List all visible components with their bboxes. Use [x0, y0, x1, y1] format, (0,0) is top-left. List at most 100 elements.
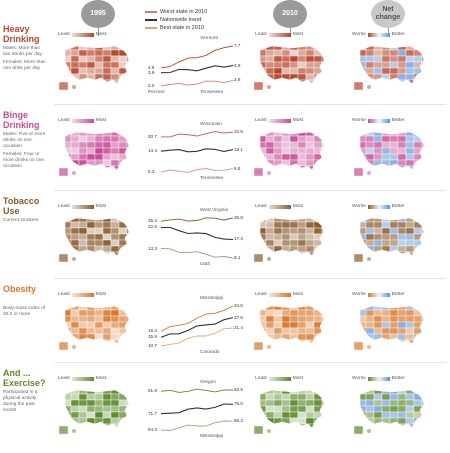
map-2010 — [252, 126, 327, 178]
row-description-line: Body-mass index of 30.0 or more — [3, 306, 46, 317]
legend-nationwide-swatch — [145, 19, 157, 21]
trend-start-value: 25.4 — [148, 218, 157, 224]
map-1995-scale-high: Most — [95, 292, 107, 297]
trend-legend: Worst state in 2010 Nationwide trend Bes… — [145, 8, 255, 32]
map-net-change — [352, 40, 427, 92]
map-1995-scale-high: Most — [95, 32, 107, 37]
map-2010-scale: Least Most — [255, 376, 303, 381]
map-net-change — [352, 212, 427, 264]
legend-worst: Worst state in 2010 — [145, 8, 255, 16]
map-1995 — [57, 126, 132, 178]
map-net-scale-high: Better — [391, 376, 405, 381]
trend-end-value: 82.5 — [234, 387, 243, 392]
row-description: Current smokers — [3, 218, 48, 226]
trend-end-value: 2.8 — [234, 77, 241, 83]
map-net-scale: Worse Better — [352, 32, 405, 37]
map-net-change — [352, 126, 427, 178]
trend-end-value: 26.8 — [234, 215, 243, 220]
worst-state-name: Wisconsin — [200, 122, 222, 127]
trend-end-value: 21.4 — [234, 325, 243, 331]
best-state-name: Colorado — [200, 350, 220, 355]
map-2010-scale-bar — [268, 376, 291, 381]
map-2010-scale-high: Most — [292, 32, 304, 37]
best-state-line — [160, 248, 234, 259]
map-1995-scale-low: Least — [58, 204, 70, 209]
trend-end-value: 34.5 — [234, 303, 243, 308]
trend-end-value: 27.6 — [234, 314, 243, 320]
trend-end-value: 9.1 — [234, 255, 241, 260]
map-2010-scale-low: Least — [255, 204, 267, 209]
map-2010 — [252, 40, 327, 92]
map-1995-scale-bar — [71, 204, 94, 209]
row-divider — [54, 190, 446, 191]
trend-start-value: 20.7 — [148, 133, 157, 139]
map-2010-scale-high: Most — [292, 376, 304, 381]
map-1995-scale-low: Least — [58, 118, 70, 123]
row-description: Participated in a physical activity duri… — [3, 390, 48, 416]
map-net-scale-high: Better — [391, 32, 405, 37]
best-state-line — [160, 79, 234, 87]
map-net-scale-bar — [367, 376, 390, 381]
legend-worst-swatch — [145, 11, 157, 13]
nationwide-line — [160, 65, 234, 74]
trend-start-value: 71.7 — [148, 410, 157, 416]
map-1995-scale: Least Most — [58, 376, 106, 381]
year-start-badge: 1995 — [81, 0, 115, 28]
trend-chart — [145, 36, 245, 96]
trend-start-value: 15.9 — [148, 334, 157, 340]
map-1995-scale-bar — [71, 376, 94, 381]
row-description: Males: More than two drinks per day Femal… — [3, 46, 48, 74]
legend-nationwide: Nationwide trend — [145, 16, 255, 24]
worst-state-name: West Virginia — [200, 208, 229, 213]
trend-end-value: 6.8 — [234, 165, 241, 171]
map-net-scale: Worse Better — [352, 376, 405, 381]
map-1995-scale-low: Least — [58, 32, 70, 37]
map-2010-scale-bar — [268, 118, 291, 123]
row-divider — [54, 278, 446, 279]
nationwide-line — [160, 317, 234, 338]
map-net-scale-bar — [367, 204, 390, 209]
map-1995-scale: Least Most — [58, 32, 106, 37]
map-net-scale-bar — [367, 292, 390, 297]
best-state-line — [160, 168, 234, 173]
map-2010-scale-low: Least — [255, 32, 267, 37]
best-state-name: Tennessee — [200, 90, 224, 95]
trend-chart — [145, 296, 245, 356]
map-1995 — [57, 300, 132, 352]
map-1995-scale-high: Most — [95, 118, 107, 123]
worst-state-line — [160, 131, 234, 138]
header-1995: 1995 — [78, 0, 118, 36]
map-2010-scale: Least Most — [255, 292, 303, 297]
trend-start-value: 5.3 — [148, 169, 155, 174]
trend-start-value: 64.3 — [148, 427, 157, 432]
map-net-scale-low: Worse — [352, 292, 366, 297]
map-1995-scale: Least Most — [58, 118, 106, 123]
map-net-scale-low: Worse — [352, 32, 366, 37]
row-description-line: Current smokers — [3, 218, 39, 223]
map-2010-scale-high: Most — [292, 118, 304, 123]
nationwide-line — [160, 226, 234, 241]
trend-chart — [145, 208, 245, 268]
row-description-line: Males: Five or more drinks on one occasi… — [3, 132, 46, 149]
trend-start-value: 10.7 — [148, 343, 157, 348]
row-title: And ... Exercise? — [3, 368, 46, 388]
map-net-scale: Worse Better — [352, 118, 405, 123]
trend-end-value: 76.0 — [234, 401, 243, 407]
map-2010-scale-low: Least — [255, 118, 267, 123]
trend-start-value: 13.3 — [148, 245, 157, 251]
map-1995-scale-bar — [71, 118, 94, 123]
trend-chart — [145, 122, 245, 182]
indicator-row: Binge Drinking Males: Five or more drinks… — [0, 108, 450, 192]
map-1995-scale-high: Most — [95, 376, 107, 381]
row-divider — [54, 362, 446, 363]
best-state-name: Tennessee — [200, 176, 224, 181]
map-2010-scale-bar — [268, 204, 291, 209]
worst-state-line — [160, 388, 234, 393]
map-1995 — [57, 40, 132, 92]
trend-start-value: 22.6 — [148, 224, 157, 230]
map-net-scale-low: Worse — [352, 376, 366, 381]
trend-start-value: 4.6 — [148, 64, 155, 70]
worst-state-name: Oregon — [200, 380, 216, 385]
best-state-line — [160, 327, 234, 347]
